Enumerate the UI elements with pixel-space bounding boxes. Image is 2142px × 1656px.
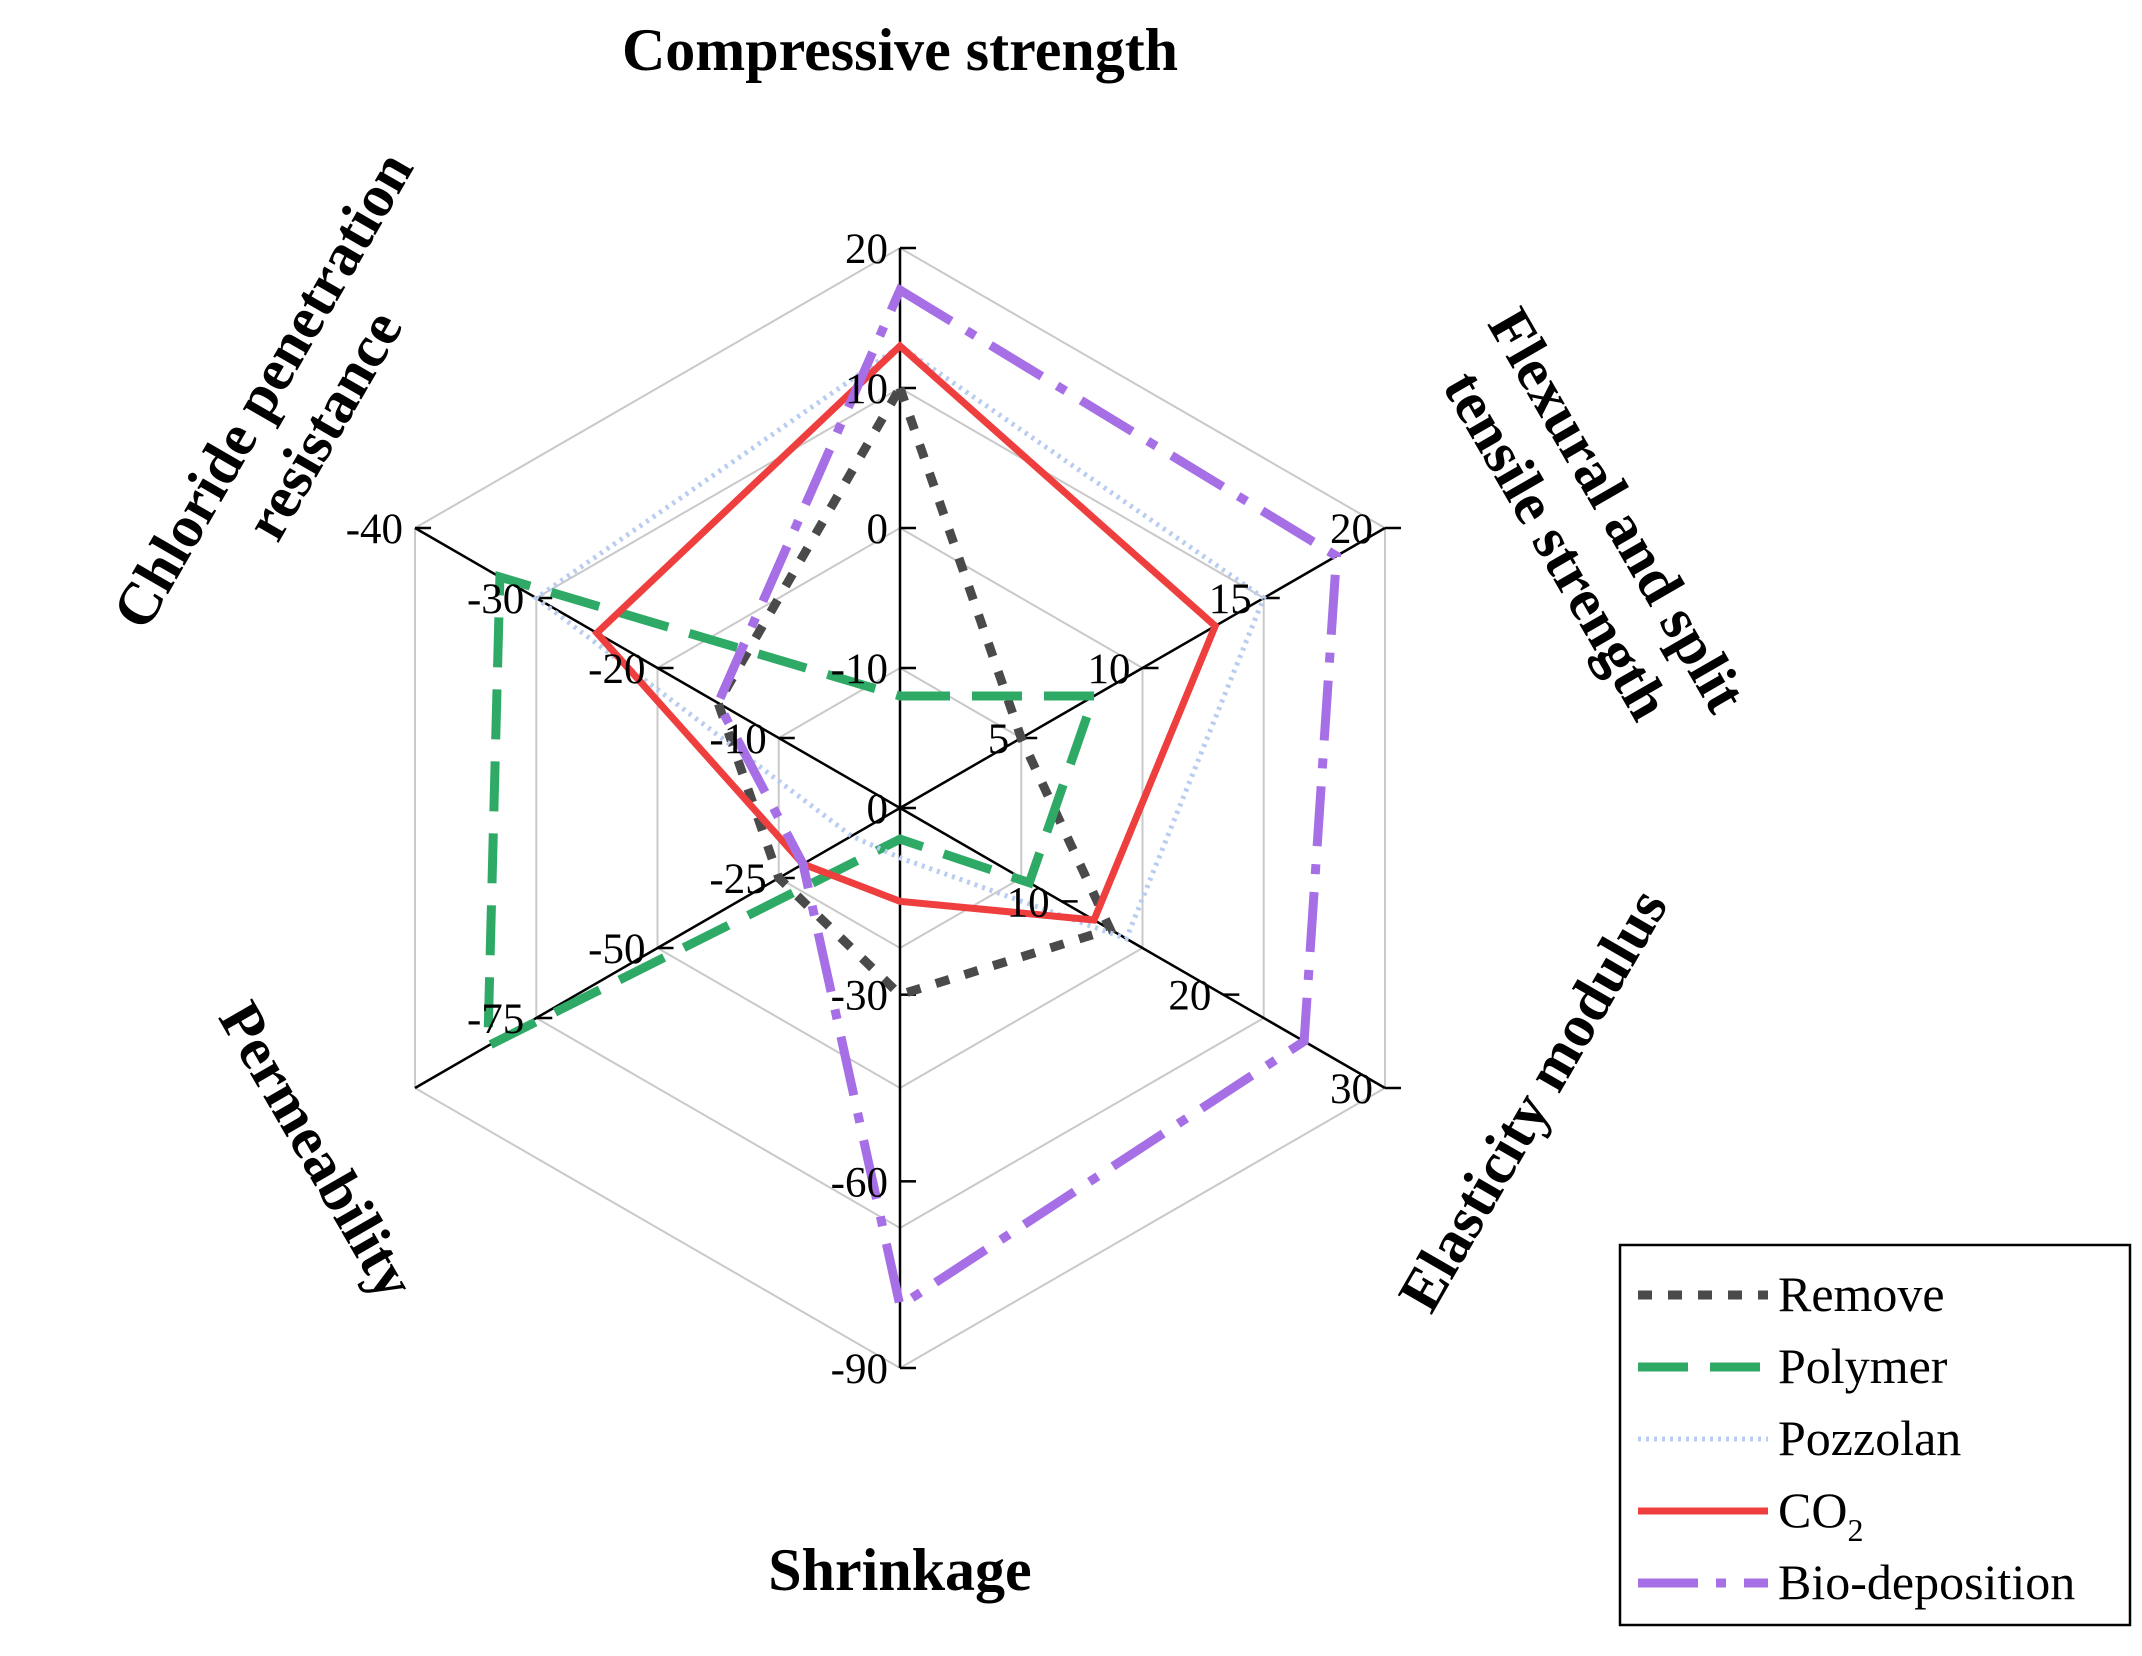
grid-line: [899, 947, 1143, 1089]
legend-label-text: CO: [1778, 1482, 1847, 1538]
grid-line: [414, 1087, 901, 1369]
tick-label: -40: [346, 506, 403, 553]
tick-label: 10: [845, 366, 888, 413]
legend-label-text: Pozzolan: [1778, 1410, 1961, 1466]
tick-label: 20: [1330, 506, 1373, 553]
legend-label: Polymer: [1778, 1338, 1948, 1394]
axis-title: Flexural and splittensile strength: [1415, 297, 1759, 758]
grid-line: [535, 1017, 901, 1229]
legend-label: Pozzolan: [1778, 1410, 1961, 1466]
grid-line: [657, 527, 901, 669]
tick-label: -30: [831, 973, 888, 1020]
tick-label: 10: [1007, 879, 1050, 926]
axis-title: Shrinkage: [768, 1537, 1031, 1603]
legend-label-text: Remove: [1778, 1266, 1945, 1322]
series-pozzolan: [532, 342, 1267, 942]
axis-titles-layer: Compressive strength Flexural and splitte…: [100, 17, 1760, 1603]
tick-label: -50: [588, 926, 645, 973]
grid-line: [414, 247, 901, 529]
tick-label: 20: [845, 226, 888, 273]
grid-line: [899, 527, 1143, 669]
grid-line: [778, 667, 901, 739]
tick-label: -10: [709, 716, 766, 763]
legend-box: [1618, 1243, 2132, 1627]
tick-label: 15: [1209, 576, 1252, 623]
grid-line: [899, 1087, 1386, 1369]
series-bio-deposition: [713, 283, 1342, 1314]
legend-label-text: Bio-deposition: [1778, 1554, 2075, 1610]
tick-label: 0: [867, 506, 889, 553]
legend-label: Remove: [1778, 1266, 1945, 1322]
series-layer: [483, 283, 1342, 1314]
grid-line: [535, 387, 901, 599]
axis-title-line: Shrinkage: [768, 1537, 1031, 1603]
series-polymer: [483, 571, 1101, 1054]
grid-line: [657, 947, 901, 1089]
legend-label: Bio-deposition: [1778, 1554, 2075, 1610]
series-remove: [713, 377, 1117, 1000]
grid-line: [778, 877, 901, 949]
grid-line: [899, 1017, 1265, 1229]
axis-title-line: Permeability: [206, 991, 428, 1310]
tick-label: -10: [831, 646, 888, 693]
legend-label-text: Polymer: [1778, 1338, 1948, 1394]
legend-label: CO2: [1778, 1482, 1863, 1548]
tick-label: 10: [1087, 646, 1130, 693]
axes-layer: [414, 246, 1401, 1370]
tick-label: -75: [467, 996, 524, 1043]
tick-labels-layer: 20 10 0 -10 20 15 10 5 30 20 10 0 -30 -60 -90 -25 -50 -75…: [346, 226, 1373, 1393]
legend-label-subscript: 2: [1847, 1512, 1863, 1548]
tick-label: -20: [588, 646, 645, 693]
legend: Remove Polymer Pozzolan CO2 Bio-deposition: [1618, 1243, 2132, 1627]
tick-label: -90: [831, 1346, 888, 1393]
axis-title: Compressive strength: [622, 17, 1178, 83]
axis-title: Permeability: [206, 991, 428, 1310]
grid-line: [899, 247, 1386, 529]
grid-line: [899, 667, 1022, 739]
grid-line: [899, 387, 1265, 599]
axis-title-line: Compressive strength: [622, 17, 1178, 83]
axis-title: Chloride penetrationresistance: [100, 140, 487, 674]
grid-line: [899, 877, 1022, 949]
tick-label: -30: [467, 576, 524, 623]
tick-label: 20: [1168, 973, 1211, 1020]
tick-label: 5: [988, 716, 1010, 763]
tick-label: -25: [709, 856, 766, 903]
tick-label: 0: [867, 786, 889, 833]
tick-label: -60: [831, 1159, 888, 1206]
tick-label: 30: [1330, 1066, 1373, 1113]
series-co: [592, 341, 1220, 924]
